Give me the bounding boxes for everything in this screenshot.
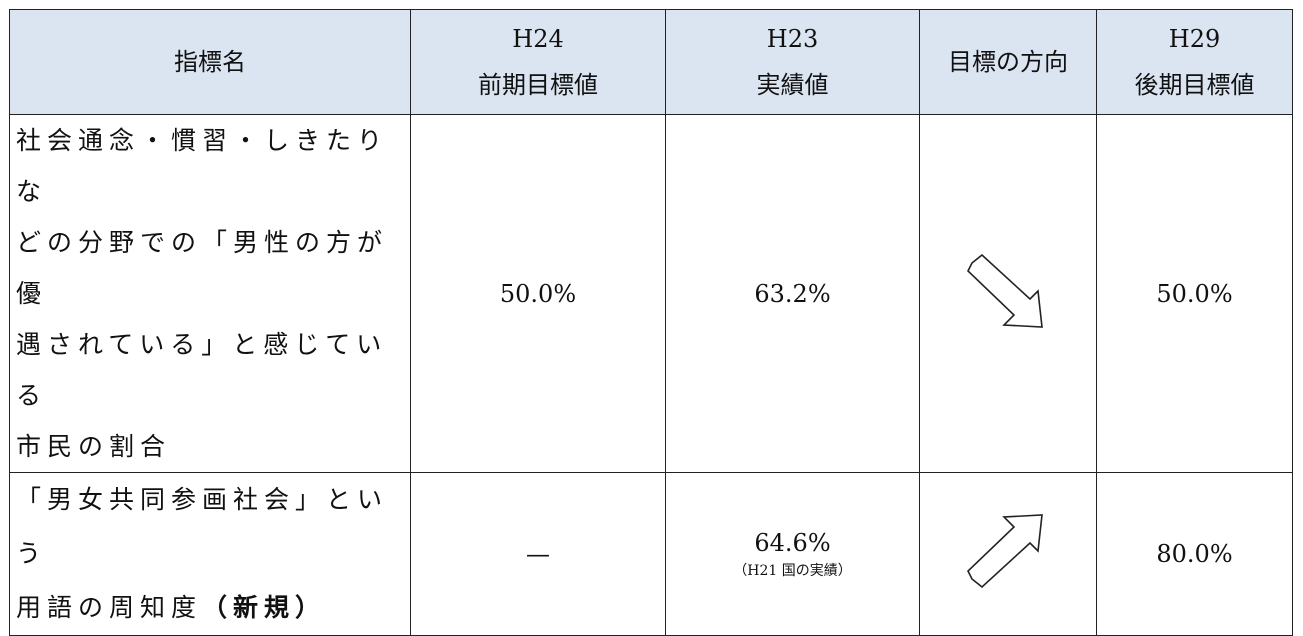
indicator-cell: 社会通念・慣習・しきたりな どの分野での「男性の方が優 遇されている」と感じてい…	[9, 114, 411, 473]
data-row: 「男女共同参画社会」という 用語の周知度（新規） — 64.6% （H21 国の実…	[9, 472, 1293, 636]
value: 80.0%	[1156, 540, 1233, 568]
indicator-line: 用語の周知度	[16, 593, 203, 622]
header-text: H24	[512, 25, 564, 53]
value: 64.6%	[754, 529, 831, 557]
header-cell: H24 前期目標値	[410, 9, 666, 115]
value-cell: 80.0%	[1096, 472, 1293, 636]
indicator-line: 遇されている」と感じている	[16, 330, 388, 410]
value-note: （H21 国の実績）	[733, 563, 852, 579]
indicator-note: （新規）	[202, 593, 327, 622]
header-cell: 目標の方向	[919, 9, 1097, 115]
indicator-table: 指標名 H24 前期目標値 H23 実績値 目標の方向 H29 後期目標値 社会通念・…	[9, 9, 1293, 636]
value-cell: 50.0%	[1096, 114, 1293, 473]
header-cell: H29 後期目標値	[1096, 9, 1293, 115]
value-cell: —	[410, 472, 666, 636]
header-cell: 指標名	[9, 9, 411, 115]
header-text: 指標名	[174, 48, 246, 76]
indicator-line: どの分野での「男性の方が優	[16, 228, 389, 308]
arrow-down	[967, 253, 1043, 328]
arrow-up	[967, 514, 1043, 589]
direction-cell	[919, 114, 1097, 473]
value-cell: 63.2%	[665, 114, 920, 473]
header-text: 前期目標値	[478, 71, 598, 99]
value-cell: 50.0%	[410, 114, 666, 473]
header-text: 実績値	[756, 71, 829, 99]
indicator-line: 社会通念・慣習・しきたりな	[16, 126, 389, 206]
header-text: H29	[1168, 25, 1221, 53]
header-text: H23	[766, 25, 819, 53]
data-row: 社会通念・慣習・しきたりな どの分野での「男性の方が優 遇されている」と感じてい…	[9, 114, 1293, 473]
header-text: 後期目標値	[1134, 71, 1255, 99]
value: —	[526, 540, 550, 568]
header-cell: H23 実績値	[665, 9, 920, 115]
page: 指標名 H24 前期目標値 H23 実績値 目標の方向 H29 後期目標値 社会通念・…	[9, 9, 1293, 636]
value: 63.2%	[754, 279, 831, 308]
indicator-line: 市民の割合	[16, 432, 172, 461]
indicator-line: 「男女共同参画社会」という	[16, 485, 389, 568]
value: 50.0%	[1156, 279, 1233, 308]
header-text: 目標の方向	[948, 48, 1068, 76]
header-row: 指標名 H24 前期目標値 H23 実績値 目標の方向 H29 後期目標値	[9, 9, 1293, 115]
value: 50.0%	[499, 279, 577, 308]
value-cell: 64.6% （H21 国の実績）	[665, 472, 920, 636]
direction-cell	[919, 472, 1097, 636]
indicator-cell: 「男女共同参画社会」という 用語の周知度（新規）	[9, 472, 411, 636]
